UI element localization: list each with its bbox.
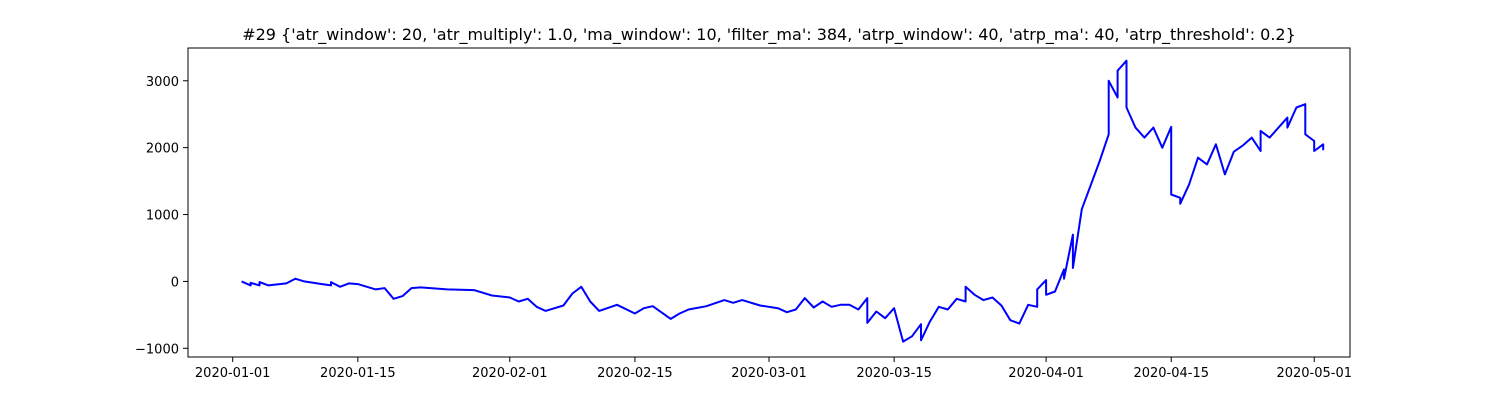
x-tick-label-8: 2020-05-01 bbox=[1276, 366, 1352, 381]
x-tick-label-6: 2020-04-01 bbox=[1008, 366, 1084, 381]
plot-area bbox=[241, 59, 1325, 343]
axes: 2020-01-01 2020-01-15 2020-02-01 2020-02-15… bbox=[135, 47, 1352, 381]
y-tick-label-3: 2000 bbox=[146, 142, 179, 157]
x-tick-label-5: 2020-03-15 bbox=[856, 366, 932, 381]
y-tick-label-2: 1000 bbox=[146, 209, 179, 224]
chart-title: #29 {'atr_window': 20, 'atr_multiply': 1… bbox=[242, 25, 1296, 45]
x-tick-label-7: 2020-04-15 bbox=[1133, 366, 1209, 381]
y-tick-label-4: 3000 bbox=[146, 75, 179, 90]
series-line-0 bbox=[241, 59, 1325, 343]
y-tick-label-0: −1000 bbox=[135, 342, 179, 357]
y-tick-label-1: 0 bbox=[171, 275, 179, 290]
x-tick-label-0: 2020-01-01 bbox=[195, 366, 271, 381]
x-tick-label-3: 2020-02-15 bbox=[597, 366, 673, 381]
x-tick-label-2: 2020-02-01 bbox=[472, 366, 548, 381]
x-tick-label-1: 2020-01-15 bbox=[320, 366, 396, 381]
plot-frame bbox=[187, 47, 1351, 358]
x-tick-label-4: 2020-03-01 bbox=[731, 366, 807, 381]
